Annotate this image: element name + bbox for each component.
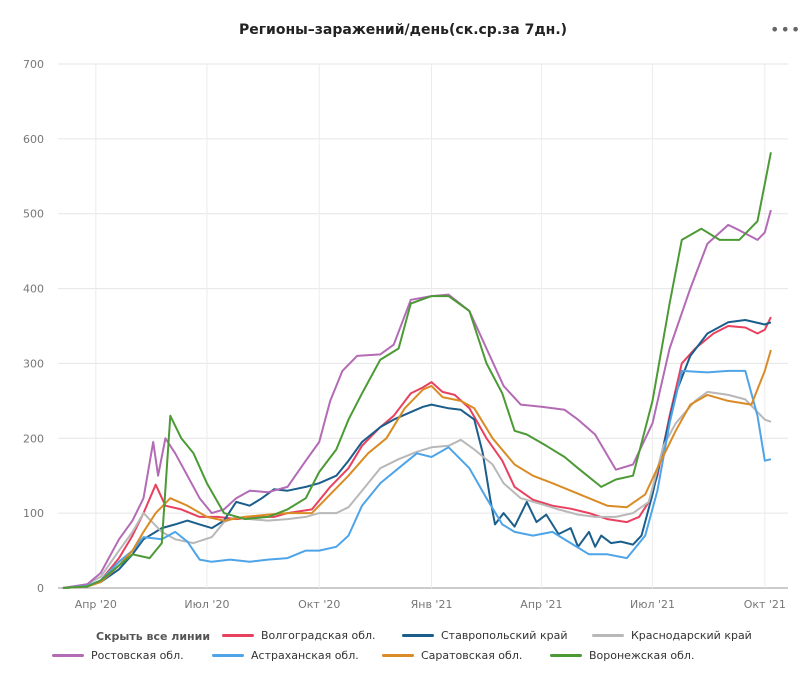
x-tick-label: Янв '21	[411, 598, 453, 611]
grid-lines	[58, 63, 788, 589]
y-tick-label: 300	[23, 357, 44, 370]
legend-item[interactable]: Краснодарский край	[592, 629, 752, 642]
legend-item[interactable]: Астраханская обл.	[212, 649, 359, 662]
series-line[interactable]	[62, 152, 772, 589]
x-tick-label: Окт '21	[744, 598, 786, 611]
series-line[interactable]	[62, 209, 772, 589]
legend-label: Краснодарский край	[631, 629, 752, 642]
legend-label: Саратовская обл.	[421, 649, 523, 662]
series-lines	[62, 152, 772, 589]
legend-item[interactable]: Воронежская обл.	[550, 649, 694, 662]
x-tick-label: Июл '21	[630, 598, 675, 611]
legend-label: Астраханская обл.	[251, 649, 359, 662]
y-tick-label: 500	[23, 208, 44, 221]
series-line[interactable]	[62, 369, 772, 589]
x-tick-label: Окт '20	[298, 598, 340, 611]
x-tick-label: Апр '20	[75, 598, 117, 611]
legend-swatch	[382, 654, 414, 657]
legend-swatch	[212, 654, 244, 657]
x-axis: Апр '20 Июл '20 Окт '20 Янв '21 Апр '21 Июл '…	[75, 598, 786, 611]
hide-all-lines-button[interactable]: Скрыть все линии	[96, 630, 211, 643]
legend-item[interactable]: Ставропольский край	[402, 629, 567, 642]
legend-swatch	[222, 634, 254, 637]
legend-swatch	[550, 654, 582, 657]
more-options-icon[interactable]: •••	[770, 20, 802, 39]
x-tick-label: Июл '20	[184, 598, 229, 611]
legend-label: Ставропольский край	[441, 629, 568, 642]
x-tick-label: Апр '21	[520, 598, 562, 611]
legend-label: Воронежская обл.	[589, 649, 695, 662]
y-tick-label: 600	[23, 133, 44, 146]
chart-plot: 0 100 200 300 400 500 600 700 Апр '20 Июл '20 Окт…	[23, 58, 788, 611]
legend-label: Волгоградская обл.	[261, 629, 376, 642]
series-line[interactable]	[62, 349, 772, 589]
y-tick-label: 200	[23, 432, 44, 445]
series-line[interactable]	[62, 319, 772, 589]
legend-item[interactable]: Саратовская обл.	[382, 649, 522, 662]
legend-item[interactable]: Волгоградская обл.	[222, 629, 376, 642]
legend-swatch	[402, 634, 434, 637]
y-tick-label: 0	[37, 582, 44, 595]
legend-item[interactable]: Ростовская обл.	[52, 649, 184, 662]
legend-swatch	[52, 654, 84, 657]
y-tick-label: 400	[23, 283, 44, 296]
y-tick-label: 700	[23, 58, 44, 71]
chart-title: Регионы–заражений/день(ск.ср.за 7дн.)	[238, 22, 568, 38]
y-axis: 0 100 200 300 400 500 600 700	[23, 58, 44, 595]
legend-swatch	[592, 634, 624, 637]
legend-label: Ростовская обл.	[91, 649, 184, 662]
y-tick-label: 100	[23, 507, 44, 520]
